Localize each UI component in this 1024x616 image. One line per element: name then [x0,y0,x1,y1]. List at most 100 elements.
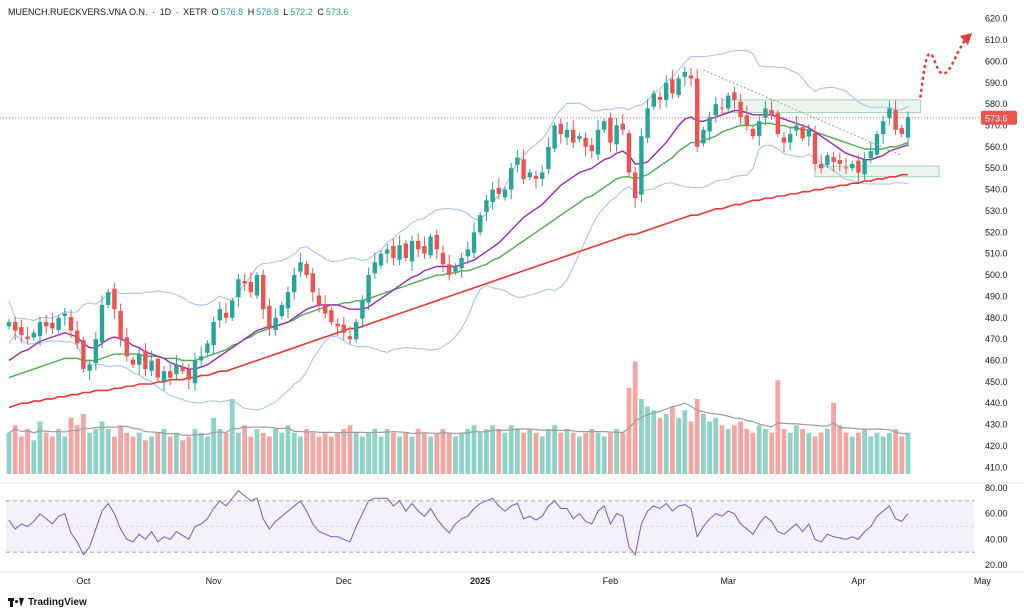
candle-body[interactable] [825,155,830,165]
candle-body[interactable] [719,107,725,109]
candle-body[interactable] [310,273,315,293]
candle-body[interactable] [180,366,185,372]
candle-body[interactable] [726,95,731,109]
candle-body[interactable] [608,117,613,143]
candle-body[interactable] [769,110,774,115]
candle-body[interactable] [323,304,328,314]
candle-body[interactable] [68,316,74,331]
candle-body[interactable] [168,371,173,378]
candle-body[interactable] [837,160,842,164]
candle-body[interactable] [347,336,353,340]
candle-body[interactable] [56,317,61,331]
candle-body[interactable] [118,310,123,340]
candle-body[interactable] [496,187,501,194]
candle-body[interactable] [707,116,712,132]
candle-body[interactable] [378,253,384,266]
candle-body[interactable] [583,137,588,147]
candle-body[interactable] [248,281,253,293]
candle-body[interactable] [738,101,743,117]
candle-body[interactable] [137,354,142,365]
candle-body[interactable] [50,322,55,329]
candle-body[interactable] [335,323,340,327]
candle-body[interactable] [564,129,570,138]
candle-body[interactable] [416,240,421,250]
candle-body[interactable] [577,136,582,140]
candle-body[interactable] [261,275,266,310]
candle-body[interactable] [93,339,98,364]
candle-body[interactable] [366,275,371,303]
candle-body[interactable] [242,281,247,284]
candle-body[interactable] [465,249,470,257]
candle-body[interactable] [316,295,322,305]
candle-body[interactable] [899,128,904,135]
candle-body[interactable] [62,313,67,317]
candle-body[interactable] [676,78,681,96]
candle-body[interactable] [905,116,911,138]
candle-body[interactable] [490,189,495,202]
candle-body[interactable] [868,151,873,158]
candle-body[interactable] [620,123,625,130]
candle-body[interactable] [850,163,855,169]
candle-body[interactable] [881,121,886,135]
candle-body[interactable] [298,262,303,272]
candle-body[interactable] [688,75,694,79]
candle-body[interactable] [502,189,508,198]
candle-body[interactable] [267,305,272,329]
candle-body[interactable] [695,78,700,147]
candle-body[interactable] [385,249,390,254]
candle-body[interactable] [788,134,793,143]
candle-body[interactable] [750,128,756,137]
candle-body[interactable] [19,327,24,335]
candle-body[interactable] [186,369,191,380]
candle-body[interactable] [161,371,167,382]
candle-body[interactable] [571,129,576,143]
candle-body[interactable] [527,172,532,178]
candle-body[interactable] [37,322,43,337]
candle-body[interactable] [626,133,632,173]
candle-body[interactable] [515,157,520,165]
candle-body[interactable] [143,350,148,370]
candle-body[interactable] [329,310,334,323]
candle-body[interactable] [230,300,235,318]
candle-body[interactable] [31,332,36,338]
candle-body[interactable] [273,317,278,331]
candle-body[interactable] [781,137,787,143]
candle-body[interactable] [732,92,737,100]
candle-body[interactable] [459,257,464,269]
candle-body[interactable] [453,266,458,272]
candle-body[interactable] [106,292,111,305]
candle-body[interactable] [87,364,92,371]
candle-body[interactable] [205,343,210,353]
candle-body[interactable] [199,356,204,361]
candle-body[interactable] [887,108,892,118]
candle-body[interactable] [540,172,545,179]
candle-body[interactable] [292,275,297,293]
candle-body[interactable] [471,232,477,253]
tradingview-brand[interactable]: TradingView [8,597,87,608]
candle-body[interactable] [391,245,396,258]
candle-body[interactable] [254,275,260,296]
candle-body[interactable] [155,358,160,378]
candle-body[interactable] [149,360,154,371]
candle-body[interactable] [428,236,433,256]
candle-body[interactable] [589,145,594,152]
candle-body[interactable] [546,146,551,170]
candle-body[interactable] [285,292,291,309]
candle-body[interactable] [75,330,80,344]
candle-body[interactable] [843,167,849,169]
candle-body[interactable] [6,322,12,327]
candle-body[interactable] [614,125,619,145]
candle-body[interactable] [124,337,129,357]
candle-body[interactable] [639,136,644,195]
candle-body[interactable] [521,159,526,179]
candle-body[interactable] [775,113,780,135]
candle-body[interactable] [211,322,216,346]
candle-body[interactable] [304,263,309,276]
candle-body[interactable] [397,245,402,260]
candle-body[interactable] [409,240,415,262]
candle-body[interactable] [701,129,706,144]
candle-body[interactable] [509,168,514,190]
candle-body[interactable] [447,264,452,276]
candle-body[interactable] [533,175,539,179]
